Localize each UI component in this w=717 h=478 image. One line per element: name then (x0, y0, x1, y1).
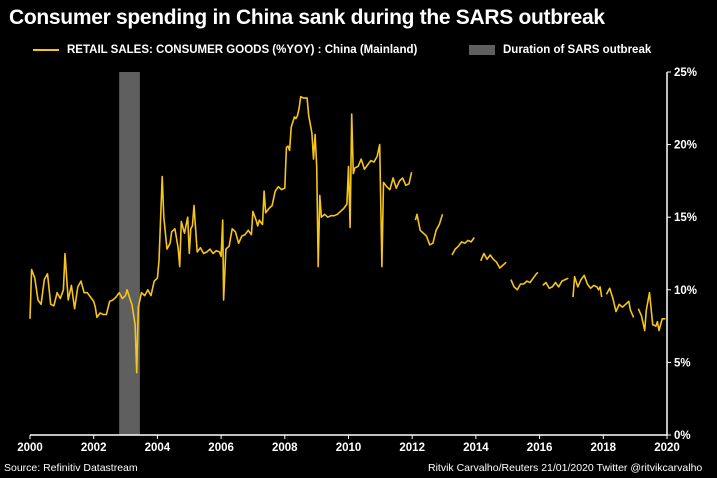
x-tick-label: 2010 (336, 442, 362, 454)
y-tick-label: 20% (674, 140, 697, 152)
x-tick-label: 2020 (654, 442, 680, 454)
retail-sales-line-segment (479, 252, 507, 269)
retail-sales-line-segment (605, 287, 635, 318)
x-tick-label: 2000 (17, 442, 43, 454)
y-tick-label: 0% (674, 430, 691, 442)
sars-shade-region (119, 72, 140, 435)
x-tick-label: 2002 (81, 442, 107, 454)
retail-sales-line-segment (510, 271, 539, 291)
source-note: Source: Refinitiv Datastream (4, 462, 138, 474)
retail-sales-line-segment (637, 291, 666, 332)
retail-sales-line-segment (29, 95, 413, 374)
x-tick-label: 2004 (145, 442, 171, 454)
legend-shade-label: Duration of SARS outbreak (503, 44, 652, 56)
retail-sales-line-segment (572, 274, 603, 298)
retail-sales-line-segment (451, 237, 475, 256)
y-tick-label: 5% (674, 357, 691, 369)
y-tick-label: 25% (674, 67, 697, 79)
x-tick-label: 2018 (591, 442, 617, 454)
x-tick-label: 2014 (463, 442, 489, 454)
legend-shade: Duration of SARS outbreak (469, 44, 651, 56)
x-tick-label: 2016 (527, 442, 553, 454)
legend-series: RETAIL SALES: CONSUMER GOODS (%YOY) : Ch… (33, 44, 417, 56)
retail-sales-line-segment (414, 213, 444, 246)
x-tick-label: 2012 (399, 442, 425, 454)
retail-sales-line-segment (542, 277, 569, 290)
x-tick-label: 2008 (272, 442, 298, 454)
credit-note: Ritvik Carvalho/Reuters 21/01/2020 Twitt… (428, 462, 703, 474)
legend-shade-swatch (469, 45, 495, 55)
legend-line-swatch (33, 49, 59, 51)
y-tick-label: 15% (674, 212, 697, 224)
legend-series-label: RETAIL SALES: CONSUMER GOODS (%YOY) : Ch… (67, 44, 418, 56)
x-tick-label: 2006 (208, 442, 234, 454)
y-tick-label: 10% (674, 285, 697, 297)
chart-title: Consumer spending in China sank during t… (9, 6, 605, 29)
